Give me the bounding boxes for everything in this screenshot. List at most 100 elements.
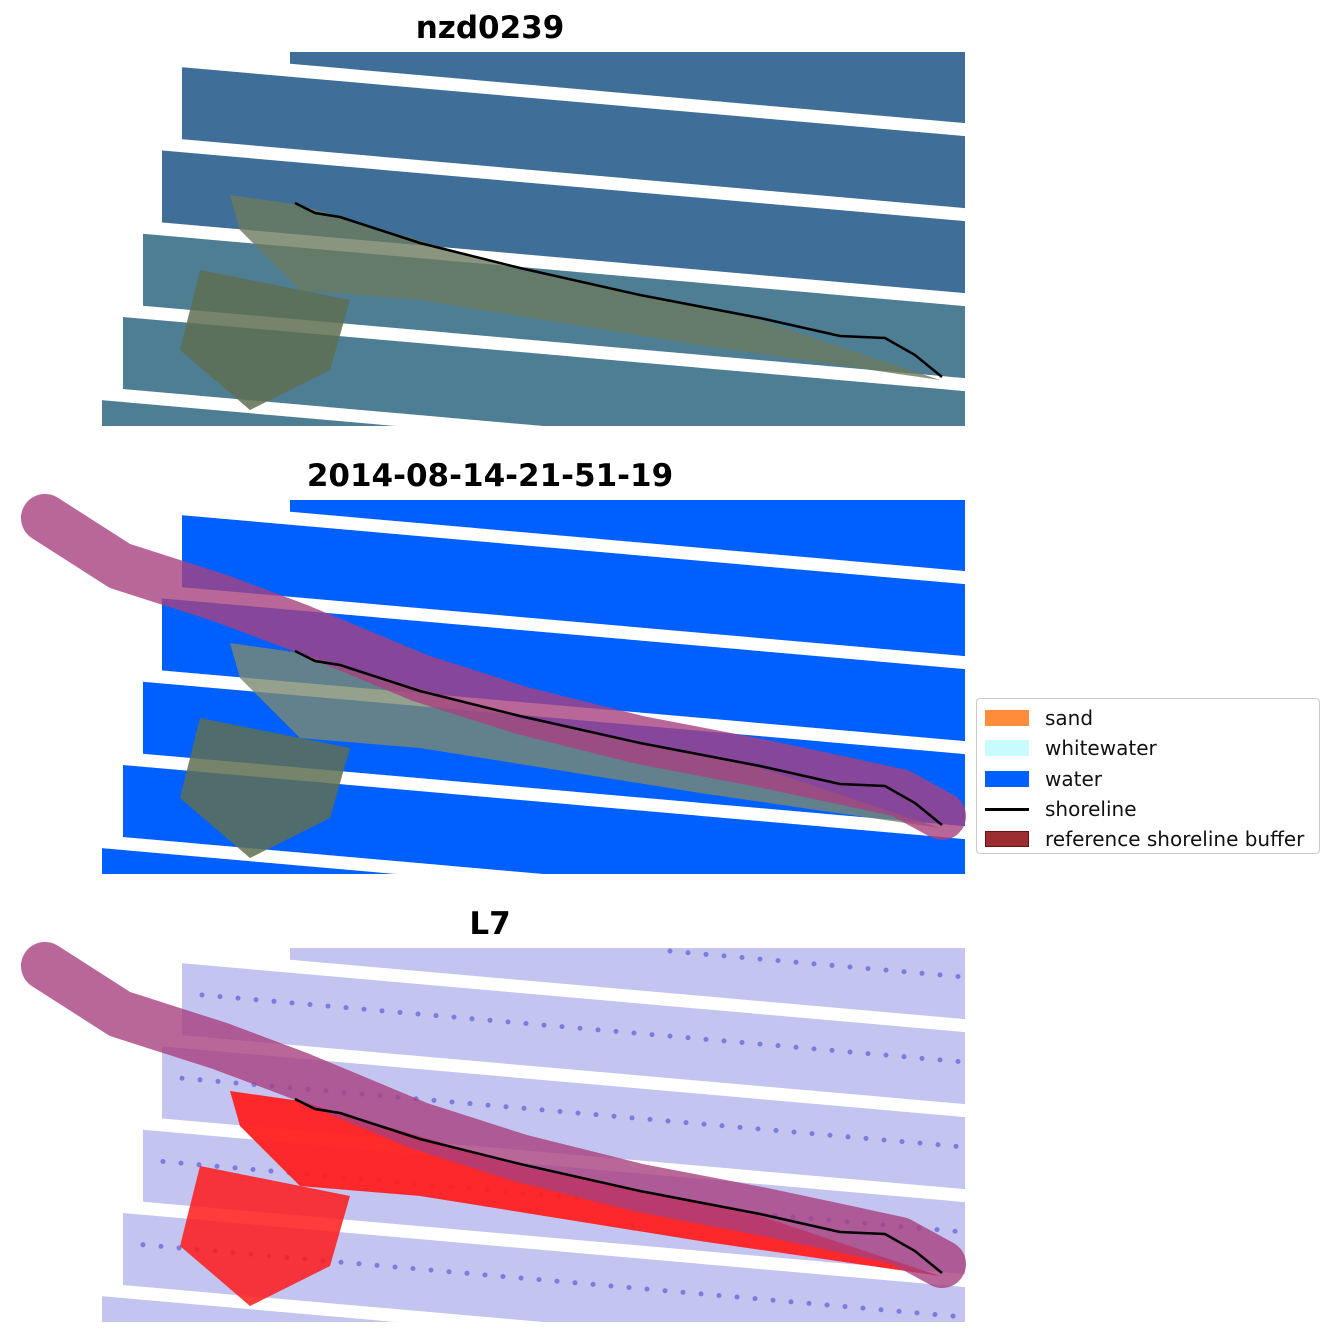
land-area <box>180 718 350 858</box>
texture-dot <box>811 1046 817 1052</box>
image-strip <box>290 948 965 1020</box>
texture-dot <box>215 1078 221 1084</box>
legend-label: reference shoreline buffer <box>1045 827 1305 852</box>
texture-dot <box>698 1291 704 1297</box>
water-swatch <box>985 770 1029 787</box>
texture-dot <box>410 1266 416 1272</box>
legend-label: sand <box>1045 706 1094 731</box>
texture-dot <box>755 1126 761 1132</box>
legend-label: shoreline <box>1045 797 1137 822</box>
texture-dot <box>809 1131 815 1137</box>
texture-dot <box>937 972 943 978</box>
sand-swatch <box>985 710 1029 727</box>
legend: sand whitewater water shoreline referenc… <box>976 698 1320 854</box>
texture-dot <box>449 1099 455 1105</box>
texture-dot <box>505 1019 511 1025</box>
texture-dot <box>485 1102 491 1108</box>
texture-dot <box>233 1080 239 1086</box>
texture-dot <box>847 964 853 970</box>
texture-dot <box>608 1283 614 1289</box>
texture-dot <box>379 1008 385 1014</box>
texture-dot <box>845 1134 851 1140</box>
texture-dot <box>757 1041 763 1047</box>
shoreline <box>294 649 943 826</box>
legend-item-water: water <box>983 764 1313 794</box>
texture-dot <box>734 1294 740 1300</box>
texture-dot <box>649 1032 655 1038</box>
texture-dot <box>824 1302 830 1308</box>
texture-dot <box>356 1261 362 1267</box>
texture-dot <box>863 1135 869 1141</box>
texture-dot <box>469 1016 475 1022</box>
texture-dot <box>721 953 727 959</box>
texture-dot <box>629 1115 635 1121</box>
image-strip <box>290 52 965 124</box>
texture-dot <box>253 997 259 1003</box>
texture-dot <box>559 1024 565 1030</box>
texture-dot <box>433 1013 439 1019</box>
texture-dot <box>268 1168 274 1174</box>
texture-dot <box>752 1296 758 1302</box>
texture-dot <box>613 1028 619 1034</box>
panel-title-1: nzd0239 <box>415 10 565 46</box>
texture-dot <box>899 1139 905 1145</box>
texture-dot <box>775 958 781 964</box>
texture-dot <box>896 1308 902 1314</box>
texture-dot <box>397 1009 403 1015</box>
texture-dot <box>842 1304 848 1310</box>
texture-dot <box>665 1118 671 1124</box>
texture-dot <box>914 1310 920 1316</box>
texture-dot <box>685 1035 691 1041</box>
texture-dot <box>737 1124 743 1130</box>
panel-2 <box>102 500 965 874</box>
texture-dot <box>518 1275 524 1281</box>
texture-dot <box>503 1104 509 1110</box>
panel-title-2: 2014-08-14-21-51-19 <box>306 458 674 494</box>
texture-dot <box>557 1108 563 1114</box>
texture-dot <box>829 962 835 968</box>
texture-dot <box>901 1054 907 1060</box>
texture-dot <box>176 1245 182 1251</box>
texture-dot <box>739 1039 745 1045</box>
panel-title-3: L7 <box>469 906 511 942</box>
texture-dot <box>428 1267 434 1273</box>
texture-dot <box>793 1044 799 1050</box>
texture-dot <box>575 1110 581 1116</box>
texture-dot <box>199 992 205 998</box>
shoreline <box>294 201 943 378</box>
texture-dot <box>521 1105 527 1111</box>
texture-dot <box>431 1097 437 1103</box>
texture-dot <box>953 1143 959 1149</box>
shoreline-swatch <box>985 807 1029 811</box>
texture-dot <box>590 1281 596 1287</box>
texture-dot <box>523 1020 529 1026</box>
texture-dot <box>952 1228 958 1234</box>
texture-dot <box>775 1043 781 1049</box>
texture-dot <box>932 1311 938 1317</box>
texture-dot <box>541 1022 547 1028</box>
panel-1 <box>102 52 965 426</box>
texture-dot <box>250 1166 256 1172</box>
texture-dot <box>919 970 925 976</box>
texture-dot <box>446 1269 452 1275</box>
texture-dot <box>325 1003 331 1009</box>
shoreline <box>294 1097 943 1274</box>
legend-item-whitewater: whitewater <box>983 733 1313 763</box>
texture-dot <box>196 1162 202 1168</box>
buffer-swatch <box>985 831 1029 848</box>
texture-dot <box>917 1140 923 1146</box>
texture-dot <box>878 1307 884 1313</box>
texture-dot <box>793 959 799 965</box>
texture-dot <box>197 1077 203 1083</box>
texture-dot <box>901 969 907 975</box>
texture-dot <box>140 1242 146 1248</box>
texture-dot <box>307 1001 313 1007</box>
texture-dot <box>829 1047 835 1053</box>
texture-dot <box>934 1227 940 1233</box>
image-strip <box>162 150 965 294</box>
image-strip <box>182 963 965 1105</box>
texture-dot <box>158 1243 164 1249</box>
texture-dot <box>919 1055 925 1061</box>
texture-dot <box>467 1101 473 1107</box>
image-strip <box>102 848 965 874</box>
